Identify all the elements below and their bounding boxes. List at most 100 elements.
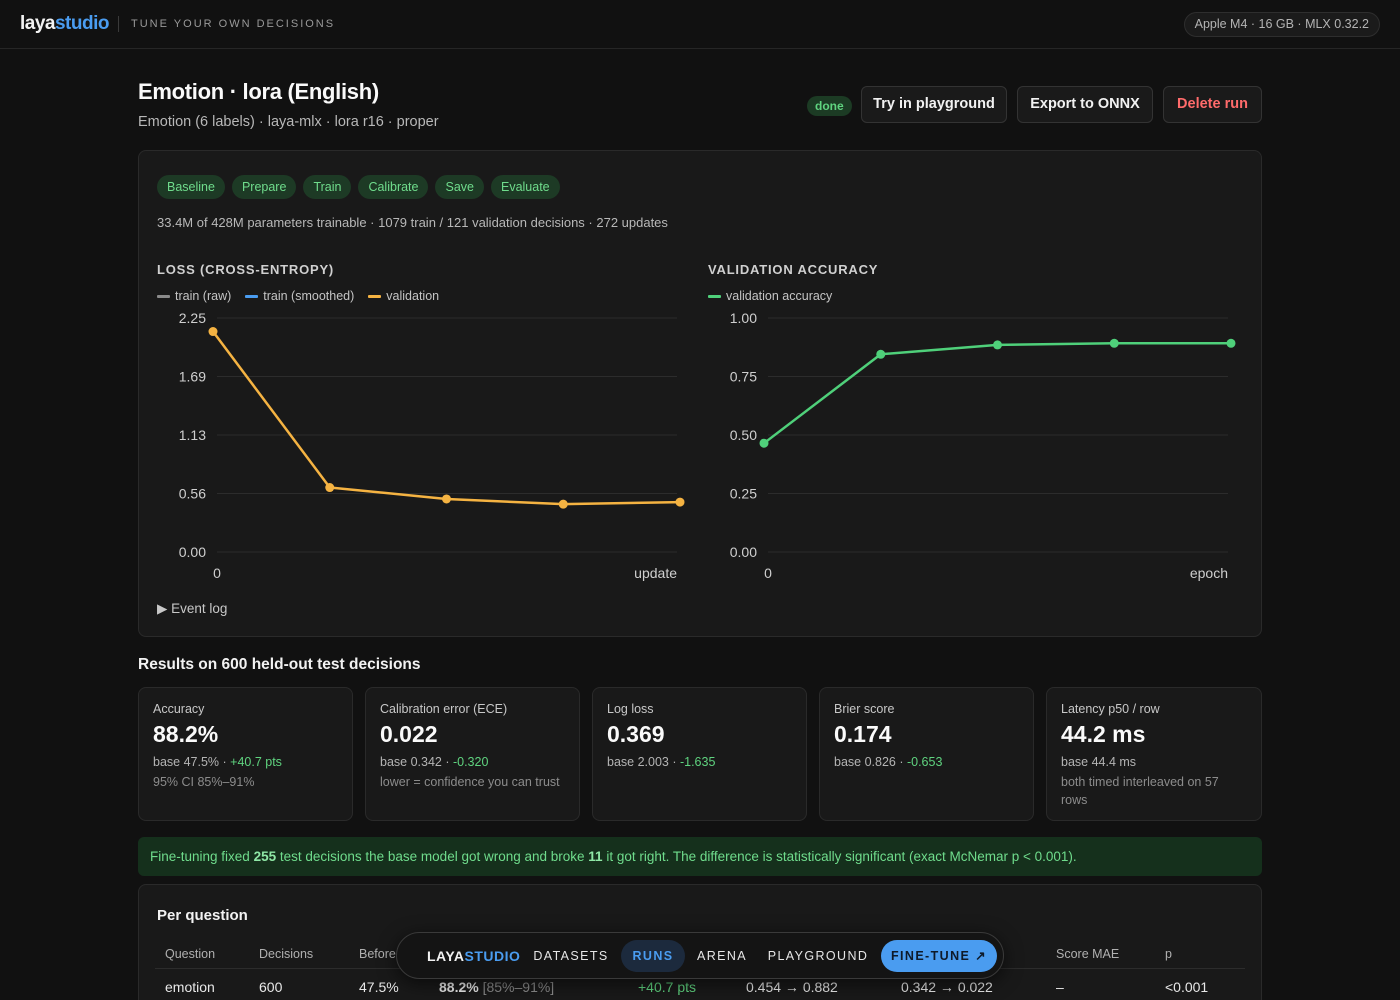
accuracy-chart-legend: validation accuracy: [708, 289, 832, 303]
data-point: [993, 340, 1002, 350]
stage-evaluate: Evaluate: [490, 175, 560, 199]
results-heading: Results on 600 held-out test decisions: [138, 656, 421, 673]
x-axis-label: epoch: [1190, 565, 1228, 581]
x-tick-label: 0: [764, 565, 772, 581]
metric-value: 44.2 ms: [1061, 721, 1146, 747]
status-badge: done: [807, 96, 852, 116]
tagline: TUNE YOUR OWN DECISIONS: [131, 18, 336, 30]
legend-train-smoothed: train (smoothed): [245, 289, 354, 303]
x-tick-label: 0: [213, 565, 221, 581]
accuracy-chart-title: VALIDATION ACCURACY: [708, 262, 879, 277]
cell-decisions: 600: [259, 979, 283, 995]
cell-ece-change: 0.342 → 0.022: [901, 979, 993, 995]
data-point: [675, 497, 685, 507]
cell-accuracy-change: 0.454 → 0.882: [746, 979, 838, 995]
hardware-badge: Apple M4 · 16 GB · MLX 0.32.2: [1183, 12, 1380, 37]
top-bar: layastudio TUNE YOUR OWN DECISIONS Apple…: [0, 0, 1400, 49]
cell-after: 88.2% [85%–91%]: [439, 979, 555, 995]
metric-delta: +40.7 pts: [230, 755, 282, 769]
data-point: [208, 327, 218, 337]
metric-base: base 2.003 · -1.635: [607, 755, 716, 769]
metric-card-brier: Brier score 0.174 base 0.826 · -0.653: [819, 687, 1034, 821]
loss-chart-legend: train (raw) train (smoothed) validation: [157, 289, 439, 303]
nav-arena[interactable]: ARENA: [696, 949, 748, 963]
metric-label: Log loss: [607, 702, 654, 716]
cell-ci: [85%–91%]: [482, 979, 555, 995]
legend-validation: validation: [368, 289, 439, 303]
training-card: Baseline Prepare Train Calibrate Save Ev…: [138, 150, 1262, 637]
metric-note: 95% CI 85%–91%: [153, 775, 255, 789]
metric-delta: -0.320: [452, 755, 489, 769]
metric-base: base 44.4 ms: [1061, 755, 1137, 769]
y-tick-label: 0.75: [730, 369, 757, 385]
accuracy-chart: 1.00 0.75 0.50 0.25 0.00 0 epoch: [730, 310, 1236, 581]
nav-datasets[interactable]: DATASETS: [533, 949, 609, 963]
y-tick-label: 1.69: [179, 369, 206, 385]
series-line: [211, 330, 681, 506]
metric-base: base 47.5% · +40.7 pts: [153, 755, 282, 769]
col-header-score-mae: Score MAE: [1056, 947, 1120, 961]
metric-card-ece: Calibration error (ECE) 0.022 base 0.342…: [365, 687, 580, 821]
metric-value: 0.369: [607, 721, 665, 747]
training-params: 33.4M of 428M parameters trainable · 107…: [157, 215, 668, 230]
nav-playground[interactable]: PLAYGROUND: [767, 949, 869, 963]
legend-train-raw: train (raw): [157, 289, 231, 303]
metric-label: Latency p50 / row: [1061, 702, 1160, 716]
loss-chart: 2.25 1.69 1.13 0.56 0.00 0 update: [179, 310, 685, 581]
page-title: Emotion · lora (English): [138, 79, 379, 104]
stage-train: Train: [303, 175, 352, 199]
event-log-toggle[interactable]: ▶ Event log: [157, 601, 228, 616]
try-playground-button[interactable]: Try in playground: [861, 86, 1007, 123]
data-point: [325, 483, 335, 493]
metric-value: 0.174: [834, 721, 892, 747]
delete-run-button[interactable]: Delete run: [1163, 86, 1262, 123]
legend-swatch: [157, 294, 170, 298]
y-tick-label: 0.56: [179, 486, 206, 502]
cell-delta: +40.7 pts: [638, 979, 696, 995]
metric-value: 88.2%: [153, 721, 219, 747]
cell-p: <0.001: [1165, 979, 1209, 995]
data-point: [876, 349, 886, 359]
floating-nav: LAYASTUDIO DATASETS RUNS ARENA PLAYGROUN…: [396, 932, 1004, 979]
x-axis-label: update: [634, 565, 677, 581]
metric-label: Brier score: [834, 702, 895, 716]
series-line: [763, 342, 1231, 445]
significance-banner: Fine-tuning fixed 255 test decisions the…: [138, 837, 1262, 876]
y-tick-label: 0.00: [179, 544, 206, 560]
metric-card-log-loss: Log loss 0.369 base 2.003 · -1.635: [592, 687, 807, 821]
data-point: [1109, 338, 1119, 348]
export-onnx-button[interactable]: Export to ONNX: [1017, 86, 1153, 123]
fixed-count: 255: [253, 849, 277, 864]
cell-before: 47.5%: [359, 979, 399, 995]
pipeline-stages: Baseline Prepare Train Calibrate Save Ev…: [157, 175, 560, 199]
col-header-before: Before: [359, 947, 396, 961]
stage-prepare: Prepare: [231, 175, 297, 199]
metric-note: both timed interleaved on 57 rows: [1061, 775, 1219, 807]
y-tick-label: 2.25: [179, 310, 206, 326]
metric-card-latency: Latency p50 / row 44.2 ms base 44.4 ms b…: [1046, 687, 1262, 821]
page-subtitle: Emotion (6 labels) · laya-mlx · lora r16…: [138, 114, 439, 130]
metric-note: lower = confidence you can trust: [380, 775, 560, 789]
data-point: [442, 494, 451, 504]
metric-label: Accuracy: [153, 702, 205, 716]
col-header-p: p: [1165, 947, 1172, 961]
cell-question: emotion: [165, 979, 215, 995]
stage-calibrate: Calibrate: [358, 175, 429, 199]
divider: [118, 16, 119, 32]
cell-score-mae: –: [1056, 979, 1064, 995]
y-tick-label: 0.00: [730, 544, 757, 560]
broke-count: 11: [588, 849, 603, 864]
loss-chart-title: LOSS (CROSS-ENTROPY): [157, 262, 335, 277]
nav-runs[interactable]: RUNS: [621, 940, 685, 972]
stage-baseline: Baseline: [157, 175, 225, 199]
metric-delta: -0.653: [906, 755, 943, 769]
legend-swatch: [368, 294, 382, 298]
y-tick-label: 1.13: [179, 427, 206, 443]
nav-fine-tune[interactable]: FINE-TUNE ↗: [881, 940, 997, 972]
metric-value: 0.022: [380, 721, 438, 747]
app-logo[interactable]: layastudio: [20, 13, 109, 34]
metric-label: Calibration error (ECE): [380, 702, 508, 716]
stage-save: Save: [435, 175, 484, 199]
y-tick-label: 0.50: [730, 427, 757, 443]
nav-logo[interactable]: LAYASTUDIO: [427, 948, 521, 964]
